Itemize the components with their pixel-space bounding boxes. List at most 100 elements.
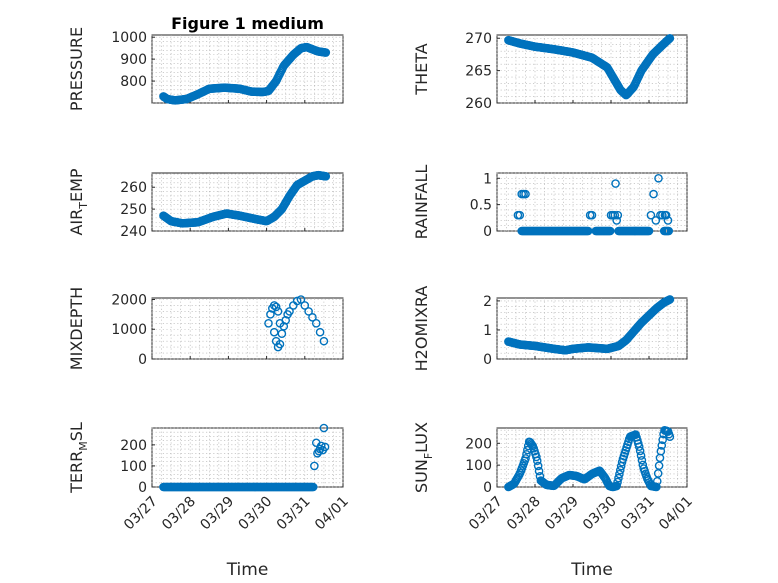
axes-2: 240 250 260 AIRTEMP — [67, 168, 344, 240]
y-tick-label: 270 — [465, 31, 492, 47]
x-tick-label: 03/31 — [618, 494, 658, 534]
data-point — [612, 481, 621, 491]
data-point — [266, 310, 275, 319]
axes-5: 0 1 2 H2OMIXRA — [412, 286, 688, 372]
y-tick-label: 250 — [120, 202, 147, 218]
figure-title: Figure 1 medium — [171, 14, 324, 33]
axes-1: 260 265 270 THETA — [412, 31, 688, 112]
x-tick-label: 03/27 — [121, 494, 161, 534]
x-tick-label: 03/28 — [504, 494, 544, 534]
y-tick-label: 0 — [138, 480, 147, 496]
y-tick-label: 900 — [120, 52, 147, 68]
x-tick-label: 03/27 — [466, 494, 506, 534]
y-tick-label: 1000 — [111, 322, 147, 338]
data-point — [613, 210, 623, 220]
y-axis-label: THETA — [412, 43, 431, 95]
y-tick-label: 1000 — [111, 30, 147, 46]
data-point — [587, 210, 597, 220]
data-point — [658, 210, 667, 220]
x-tick-label: 03/30 — [236, 494, 276, 534]
data-point — [665, 33, 675, 43]
data-point — [532, 456, 542, 466]
data-point — [635, 446, 645, 456]
y-tick-label: 1 — [483, 171, 492, 187]
data-point — [614, 473, 623, 483]
x-tick-label: 03/30 — [580, 494, 620, 534]
data-point — [649, 189, 658, 199]
data-point — [522, 449, 531, 459]
data-point — [634, 442, 644, 452]
data-point — [658, 435, 667, 445]
data-point — [612, 216, 622, 225]
data-point — [533, 461, 543, 471]
data-point — [300, 301, 310, 310]
data-point — [269, 327, 279, 337]
y-tick-label: 0 — [483, 352, 492, 368]
y-tick-label: 800 — [120, 74, 147, 90]
y-axis-label: H2OMIXRA — [412, 286, 431, 372]
data-point — [319, 336, 329, 346]
axes-4: 0 1000 2000 MIXDEPTH — [67, 287, 344, 370]
y-tick-label: 100 — [120, 459, 147, 475]
data-point — [269, 301, 279, 310]
data-point — [285, 307, 294, 316]
data-point — [311, 318, 321, 328]
data-point — [521, 189, 530, 199]
x-tick-label: 03/28 — [159, 494, 199, 534]
y-axis-label: PRESSURE — [67, 27, 86, 111]
axes-0: 800 900 1000 PRESSURE — [67, 27, 344, 111]
data-point — [308, 313, 317, 322]
data-point — [656, 446, 666, 456]
data-point — [532, 452, 541, 462]
y-axis-label: SUNFLUX — [412, 422, 435, 493]
y-tick-label: 2000 — [111, 292, 147, 308]
data-point — [310, 461, 319, 471]
y-axis-label: MIXDEPTH — [67, 287, 86, 370]
data-point — [636, 451, 646, 460]
data-point — [304, 307, 313, 316]
data-point — [657, 441, 667, 450]
data-point — [273, 307, 283, 316]
data-point — [646, 210, 656, 220]
data-point — [275, 339, 285, 349]
data-point — [316, 441, 326, 451]
y-tick-label: 260 — [465, 96, 492, 112]
data-point — [637, 455, 647, 465]
data-point — [515, 210, 525, 220]
data-point — [610, 210, 620, 220]
x-tick-label: 03/29 — [542, 494, 582, 534]
data-point — [521, 454, 530, 463]
y-tick-label: 0 — [483, 224, 492, 240]
data-point — [264, 318, 273, 328]
x-tick-label: 04/01 — [312, 494, 352, 534]
y-tick-label: 265 — [465, 64, 492, 80]
data-point — [665, 432, 675, 442]
x-axis-label-right: Time — [570, 560, 613, 580]
data-point — [605, 226, 615, 236]
data-point — [611, 179, 620, 188]
y-axis-label: RAINFALL — [412, 165, 431, 240]
data-point — [534, 466, 544, 476]
y-axis-label: AIRTEMP — [67, 168, 90, 235]
data-point — [652, 482, 661, 492]
data-point — [281, 316, 291, 325]
axes-frame — [151, 297, 344, 360]
data-point — [296, 295, 306, 304]
y-tick-label: 200 — [120, 438, 147, 454]
x-axis-label-left: Time — [226, 560, 269, 580]
data-point — [664, 226, 674, 236]
axes-3: 0 0.5 1 RAINFALL — [412, 165, 688, 240]
data-point — [321, 48, 331, 57]
data-point — [320, 442, 330, 452]
data-point — [665, 295, 675, 304]
x-tick-label: 03/31 — [274, 494, 314, 534]
data-point — [613, 477, 622, 487]
data-point — [663, 216, 673, 225]
x-tick-label: 03/29 — [197, 494, 237, 534]
y-tick-label: 200 — [465, 436, 492, 452]
data-point — [308, 482, 318, 492]
